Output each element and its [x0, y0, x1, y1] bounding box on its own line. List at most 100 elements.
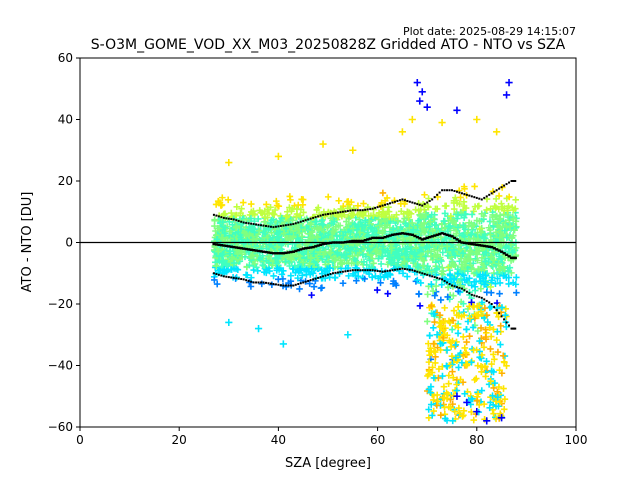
scatter-point — [494, 388, 501, 396]
scatter-point — [500, 358, 508, 366]
scatter-point — [352, 257, 360, 264]
lower-bound-point — [250, 280, 253, 283]
scatter-point — [445, 380, 452, 387]
scatter-point — [463, 326, 470, 333]
scatter-point — [473, 217, 481, 224]
scatter-point — [377, 279, 384, 287]
lower-bound-point — [346, 269, 349, 272]
lower-bound-point — [359, 269, 362, 272]
upper-bound-point — [398, 199, 401, 202]
scatter-point — [282, 258, 290, 266]
scatter-point — [466, 247, 474, 254]
upper-bound-point — [247, 222, 250, 225]
scatter-point — [475, 266, 483, 273]
scatter-point — [443, 346, 451, 354]
scatter-point — [262, 266, 270, 273]
x-tick-label: 40 — [271, 433, 286, 447]
scatter-point — [278, 271, 286, 278]
lower-bound-point — [500, 315, 503, 318]
scatter-point — [437, 296, 445, 304]
lower-bound-point — [393, 268, 396, 271]
scatter-point — [416, 97, 424, 105]
scatter-point — [366, 224, 374, 231]
scatter-point — [438, 270, 446, 277]
scatter-point — [215, 225, 223, 232]
mean-point — [448, 234, 452, 237]
scatter-point — [219, 250, 226, 258]
chart-title: S-O3M_GOME_VOD_XX_M03_20250828Z Gridded … — [91, 37, 566, 53]
mean-point — [487, 245, 491, 248]
scatter-point — [401, 250, 409, 257]
scatter-point — [247, 274, 255, 281]
scatter-point — [214, 197, 222, 205]
scatter-point — [468, 282, 475, 289]
mean-point — [311, 245, 315, 249]
scatter-point — [305, 238, 313, 245]
mean-point — [328, 241, 333, 245]
mean-point — [386, 235, 390, 238]
scatter-point — [447, 253, 455, 261]
scatter-point — [443, 389, 450, 397]
scatter-point — [432, 205, 439, 213]
mean-point — [222, 244, 226, 247]
scatter-point — [455, 312, 463, 319]
scatter-point — [433, 265, 441, 272]
lower-bound-point — [465, 290, 468, 293]
scatter-point — [499, 352, 507, 360]
lower-bound-point — [304, 280, 307, 283]
mean-point — [348, 240, 353, 243]
scatter-point — [483, 289, 491, 296]
upper-bound-point — [217, 215, 220, 218]
scatter-point — [369, 212, 377, 220]
mean-point — [371, 236, 375, 240]
upper-bound-point — [511, 180, 514, 182]
scatter-point — [299, 258, 307, 266]
scatter-point — [237, 209, 244, 217]
scatter-point — [449, 259, 456, 266]
scatter-point — [477, 324, 485, 332]
mean-point — [217, 243, 221, 247]
lower-bound-point — [220, 274, 223, 277]
scatter-point — [492, 398, 500, 405]
lower-bound-point — [493, 306, 496, 309]
scatter-point — [487, 345, 494, 353]
lower-bound-point — [230, 276, 233, 279]
scatter-point — [216, 258, 223, 265]
scatter-point — [426, 351, 434, 359]
scatter-point — [234, 228, 242, 236]
lower-bound-point — [297, 283, 300, 286]
scatter-point — [443, 362, 450, 370]
scatter-point — [336, 222, 344, 229]
scatter-point — [490, 410, 497, 417]
scatter-point — [269, 234, 277, 241]
upper-bound-point — [455, 190, 458, 193]
scatter-point — [366, 247, 373, 255]
lower-bound-point — [287, 284, 290, 287]
scatter-point — [471, 183, 478, 190]
scatter-point — [505, 193, 513, 201]
scatter-point — [478, 351, 486, 359]
scatter-point — [275, 202, 283, 210]
upper-bound-point — [418, 203, 421, 206]
mean-point — [212, 242, 216, 246]
lower-bound-point — [403, 268, 406, 271]
scatter-point — [360, 200, 367, 207]
scatter-point — [440, 326, 447, 334]
scatter-point — [398, 128, 406, 136]
y-tick-label: 40 — [58, 113, 73, 127]
scatter-point — [317, 284, 325, 292]
lower-bound-point — [443, 279, 446, 282]
scatter-point — [318, 266, 326, 274]
scatter-point — [423, 103, 431, 111]
scatter-point — [433, 331, 441, 339]
scatter-point — [213, 236, 221, 243]
lower-bound-point — [436, 276, 439, 279]
scatter-point — [402, 220, 409, 227]
scatter-point — [424, 291, 431, 298]
upper-bound-point — [436, 193, 439, 196]
scatter-point — [228, 253, 236, 261]
scatter-point — [249, 236, 257, 243]
scatter-point — [391, 254, 399, 262]
scatter-point — [440, 334, 447, 342]
scatter-point — [257, 254, 264, 262]
